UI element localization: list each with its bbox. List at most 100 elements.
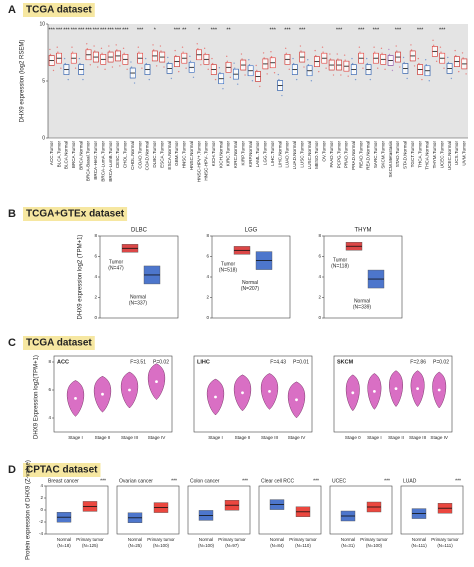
significance: ***	[78, 27, 85, 33]
x-tick-label: HNSC-HPV+.Tumor	[196, 141, 201, 183]
group-label: Tumor	[333, 258, 348, 264]
median-dot	[268, 390, 271, 393]
jitter-point	[454, 49, 456, 52]
panel-letter: C	[8, 337, 16, 349]
jitter-point	[332, 74, 335, 76]
x-tick-label: BRCA-Basal.Tumor	[86, 141, 91, 182]
median-dot	[295, 398, 298, 402]
jitter-point	[366, 62, 369, 65]
jitter-point	[241, 58, 243, 60]
significance: ***	[395, 27, 402, 33]
jitter-point	[111, 66, 114, 68]
jitter-point	[380, 47, 383, 50]
jitter-point	[307, 59, 309, 61]
jitter-point	[417, 57, 420, 60]
jitter-point	[439, 46, 442, 48]
x-tick-label: LUAD.Tumor	[285, 141, 290, 168]
significance: ***	[174, 27, 181, 33]
jitter-point	[458, 70, 460, 73]
x-tick-label: Stage III	[409, 435, 426, 440]
box-outline	[78, 64, 85, 75]
jitter-point	[263, 57, 265, 59]
plot-frame	[187, 485, 251, 535]
jitter-point	[402, 56, 405, 59]
group-n: (N=31)	[341, 543, 355, 548]
jitter-point	[366, 57, 368, 60]
median-dot	[155, 380, 158, 383]
plot-frame	[116, 485, 180, 535]
subplot-title: LGG	[245, 228, 258, 234]
significance: ***	[48, 27, 55, 33]
box-outline	[402, 63, 409, 74]
title-background	[23, 3, 95, 17]
group-n: (N=100)	[198, 543, 215, 548]
jitter-point	[130, 61, 132, 63]
jitter-point	[396, 50, 398, 52]
x-tick-label: COAD.Normal	[145, 141, 150, 170]
jitter-point	[49, 48, 51, 51]
jitter-point	[167, 56, 169, 59]
jitter-point	[337, 58, 339, 60]
subplot-title: UCEC	[332, 478, 347, 484]
significance: ***	[299, 27, 306, 33]
significance: ***	[284, 27, 291, 33]
y-axis-label: DHX9 Expression log2(TPM+1)	[34, 355, 40, 439]
jitter-point	[93, 50, 96, 52]
panel-title: TCGA+GTEx dataset	[26, 209, 125, 220]
y-tick-label: 8	[94, 233, 97, 238]
jitter-point	[351, 62, 354, 65]
median-dot	[373, 390, 376, 393]
jitter-point	[233, 62, 235, 64]
group-label: Tumor	[221, 262, 236, 268]
significance: ***	[100, 27, 107, 33]
group-n: (N=84)	[270, 543, 284, 548]
x-tick-label: OV.Tumor	[322, 141, 327, 162]
significance: ***	[93, 27, 100, 33]
box-outline	[240, 59, 247, 71]
median-dot	[351, 391, 355, 395]
jitter-point	[373, 51, 376, 53]
jitter-point	[432, 44, 435, 47]
box-outline	[417, 64, 423, 75]
group-label: Primary tumor	[360, 537, 388, 542]
group-label: Normal	[270, 537, 284, 542]
median-dot	[74, 397, 77, 400]
jitter-point	[218, 67, 221, 69]
jitter-point	[369, 78, 372, 81]
jitter-point	[447, 61, 450, 64]
group-label: Normal	[354, 298, 370, 304]
significance: ***	[85, 27, 92, 33]
subplot-title: Breast cancer	[48, 478, 79, 484]
group-n: (N=25)	[128, 543, 142, 548]
jitter-point	[273, 72, 276, 74]
jitter-point	[236, 83, 239, 85]
group-n: (N=47)	[108, 266, 124, 272]
box-outline	[269, 57, 276, 69]
x-tick-label: GBM.Tumor	[174, 141, 179, 166]
subplot-title: THYM	[355, 228, 372, 234]
box-outline	[314, 56, 320, 67]
jitter-point	[152, 44, 154, 46]
jitter-point	[388, 48, 390, 51]
stat-p: P=0.02	[153, 359, 169, 365]
x-tick-label: BLCA.Tumor	[56, 141, 61, 168]
y-tick-label: 0	[318, 315, 321, 320]
jitter-point	[63, 57, 66, 60]
x-tick-label: KIRP.Tumor	[240, 141, 245, 166]
group-n: (N=125)	[82, 543, 99, 548]
jitter-point	[322, 51, 324, 53]
box-outline	[387, 55, 394, 66]
jitter-point	[57, 51, 59, 53]
y-tick-label: 2	[206, 295, 209, 300]
x-tick-label: MESO.Tumor	[314, 141, 319, 169]
box-outline	[93, 51, 99, 63]
group-n: (N=118)	[331, 264, 349, 270]
title-background	[23, 336, 95, 350]
jitter-point	[354, 78, 357, 81]
group-n: (N=97)	[225, 543, 239, 548]
x-tick-label: BRCA.Normal	[78, 141, 83, 170]
jitter-point	[159, 45, 162, 47]
x-tick-label: SARC.Tumor	[373, 141, 378, 169]
y-tick-label: 4	[206, 274, 209, 279]
jitter-point	[284, 47, 287, 50]
